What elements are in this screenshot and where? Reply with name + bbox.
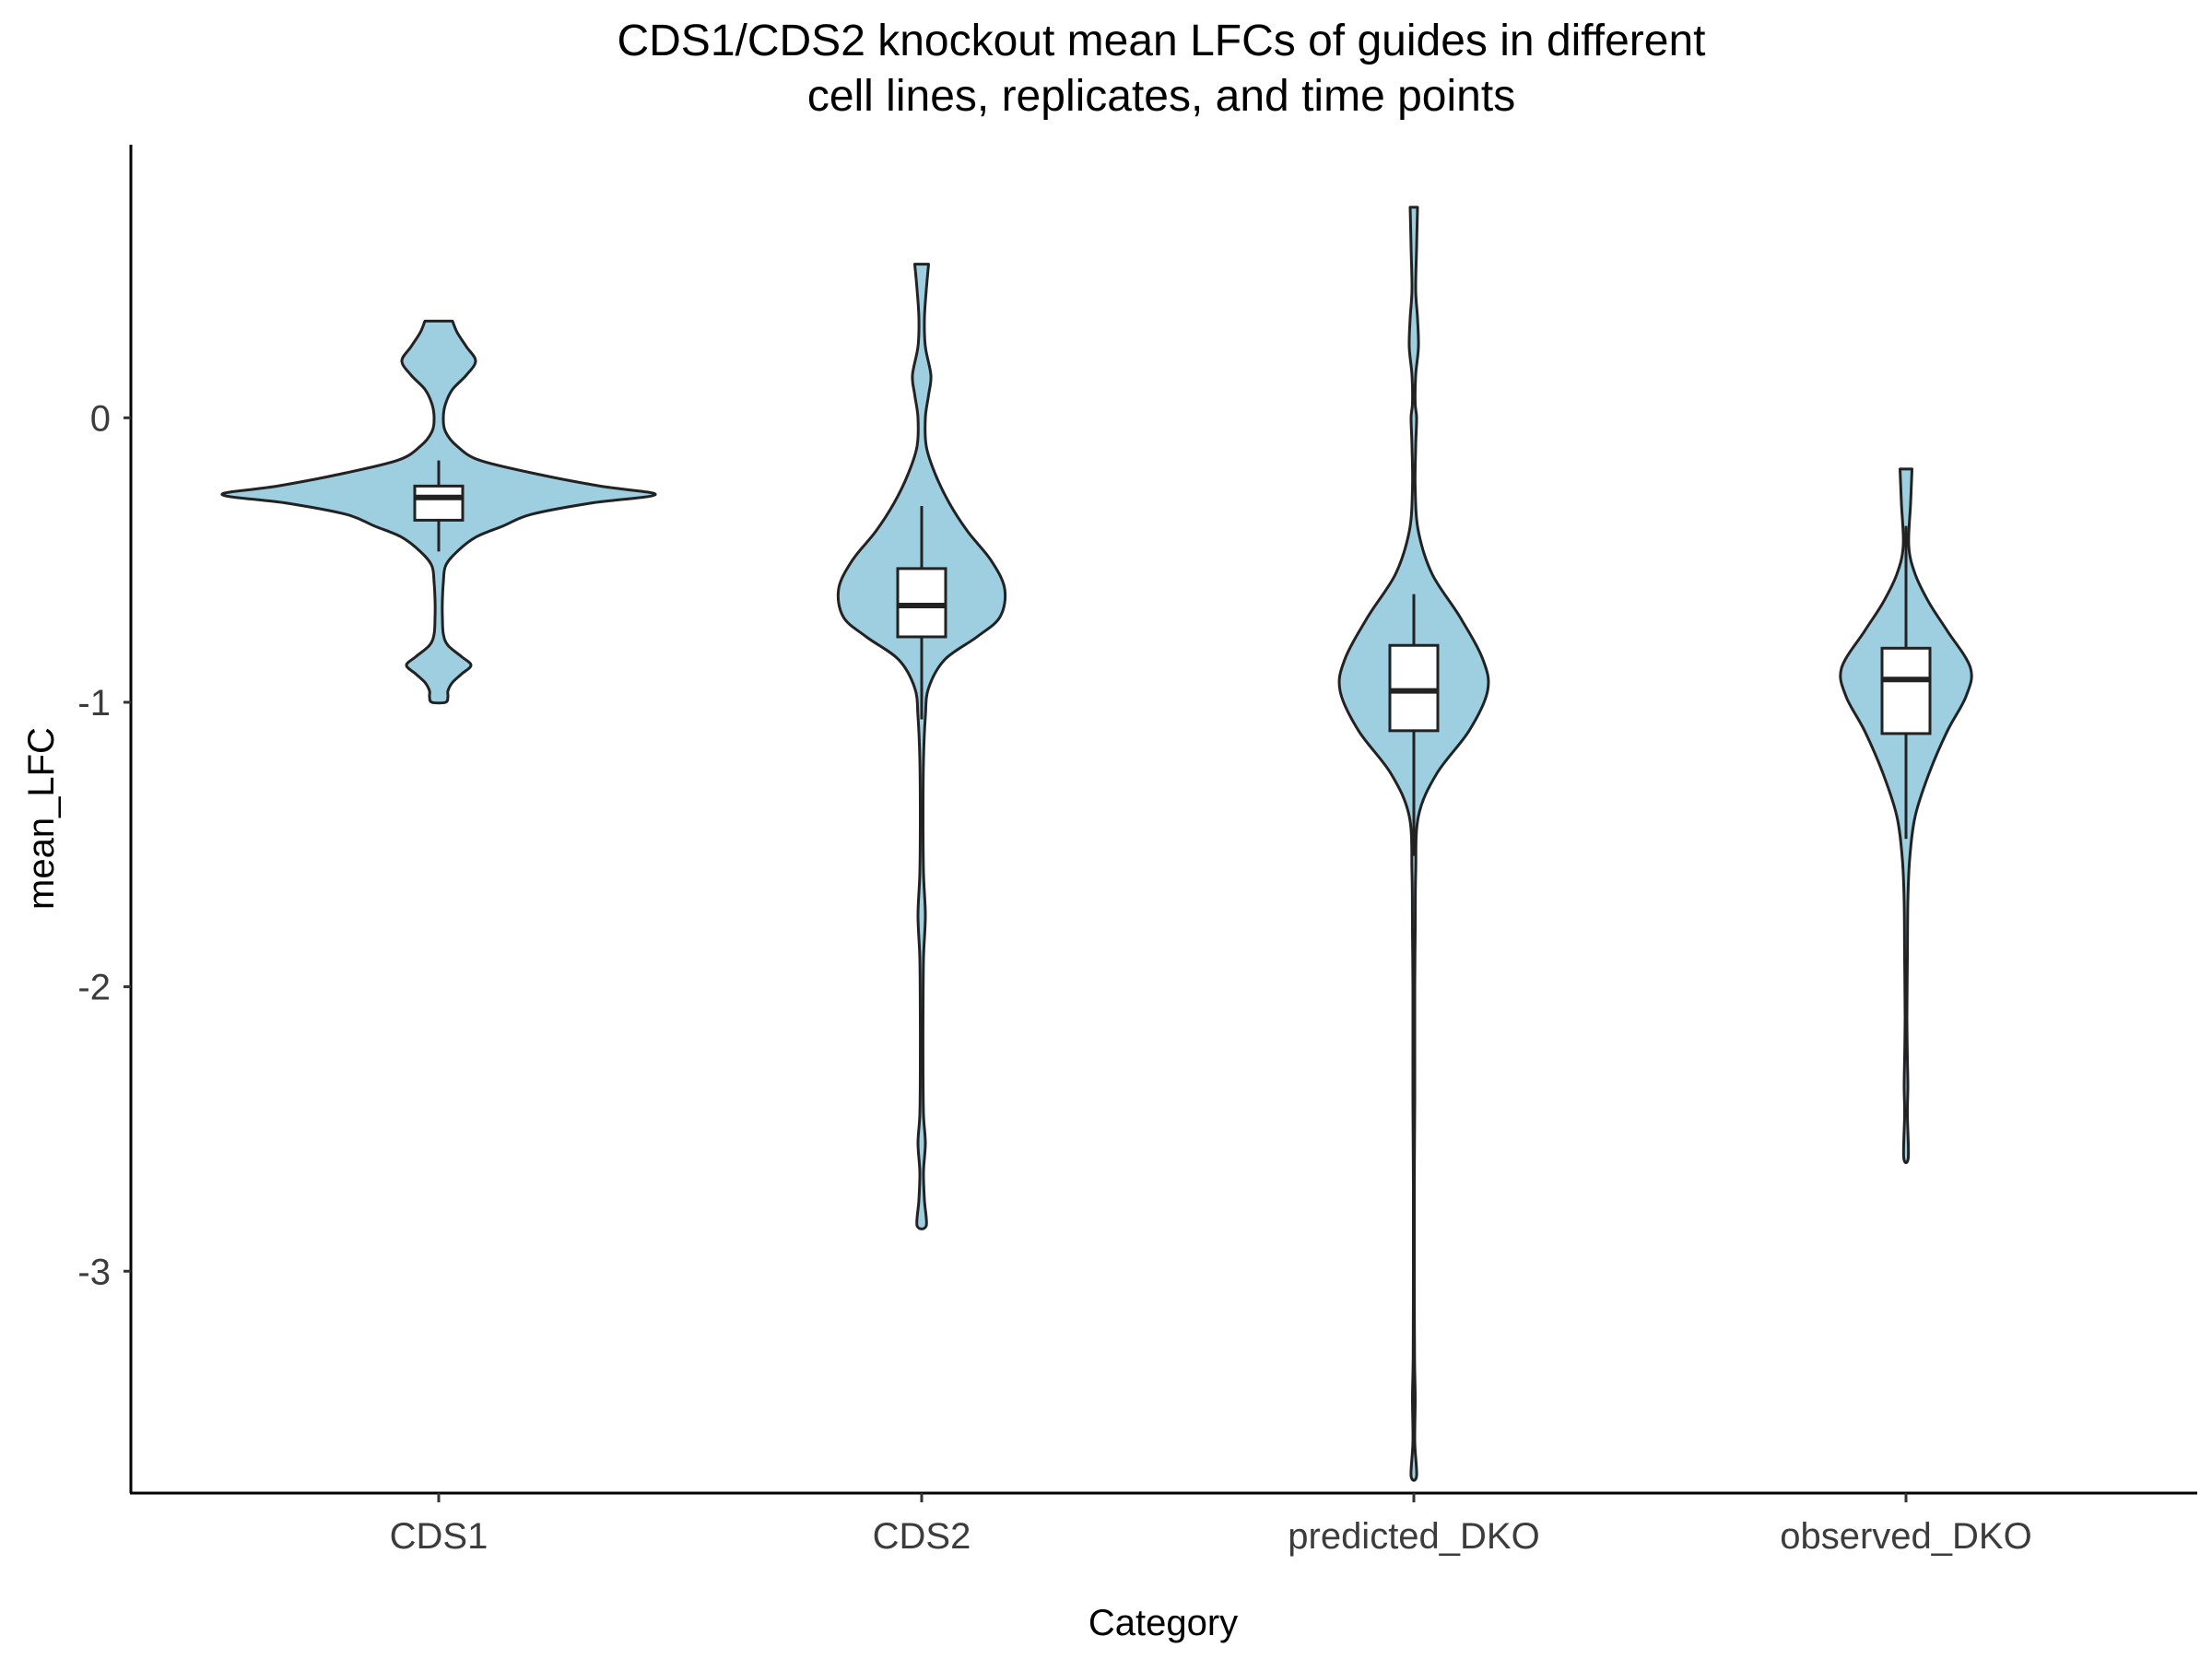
- box-CDS2: [896, 567, 947, 639]
- violins-layer: [220, 206, 1973, 1482]
- x-tick-label-2: predicted_DKO: [1288, 1516, 1539, 1557]
- y-tick-label-1: -1: [77, 683, 111, 724]
- x-axis-title: Category: [1088, 1603, 1238, 1643]
- y-axis-ticks: 0 -1 -2 -3: [77, 398, 131, 1292]
- chart-title-line-1: CDS1/CDS2 knockout mean LFCs of guides i…: [617, 17, 1705, 65]
- y-tick-label-0: 0: [90, 398, 111, 439]
- chart-title-line-2: cell lines, replicates, and time points: [807, 72, 1515, 121]
- box-CDS1: [413, 484, 465, 522]
- violin-CDS2: [836, 263, 1007, 1230]
- y-axis-title: mean_LFC: [21, 727, 62, 910]
- box-observed_DKO: [1880, 646, 1932, 735]
- box-predicted_DKO: [1388, 643, 1440, 733]
- x-tick-label-0: CDS1: [390, 1516, 488, 1557]
- y-tick-label-3: -3: [77, 1252, 111, 1292]
- x-axis-ticks: CDS1 CDS2 predicted_DKO observed_DKO: [390, 1493, 2032, 1557]
- x-tick-label-1: CDS2: [873, 1516, 971, 1557]
- y-tick-label-2: -2: [77, 968, 111, 1008]
- boxplots-layer: [413, 460, 1932, 856]
- x-tick-label-3: observed_DKO: [1780, 1516, 2031, 1557]
